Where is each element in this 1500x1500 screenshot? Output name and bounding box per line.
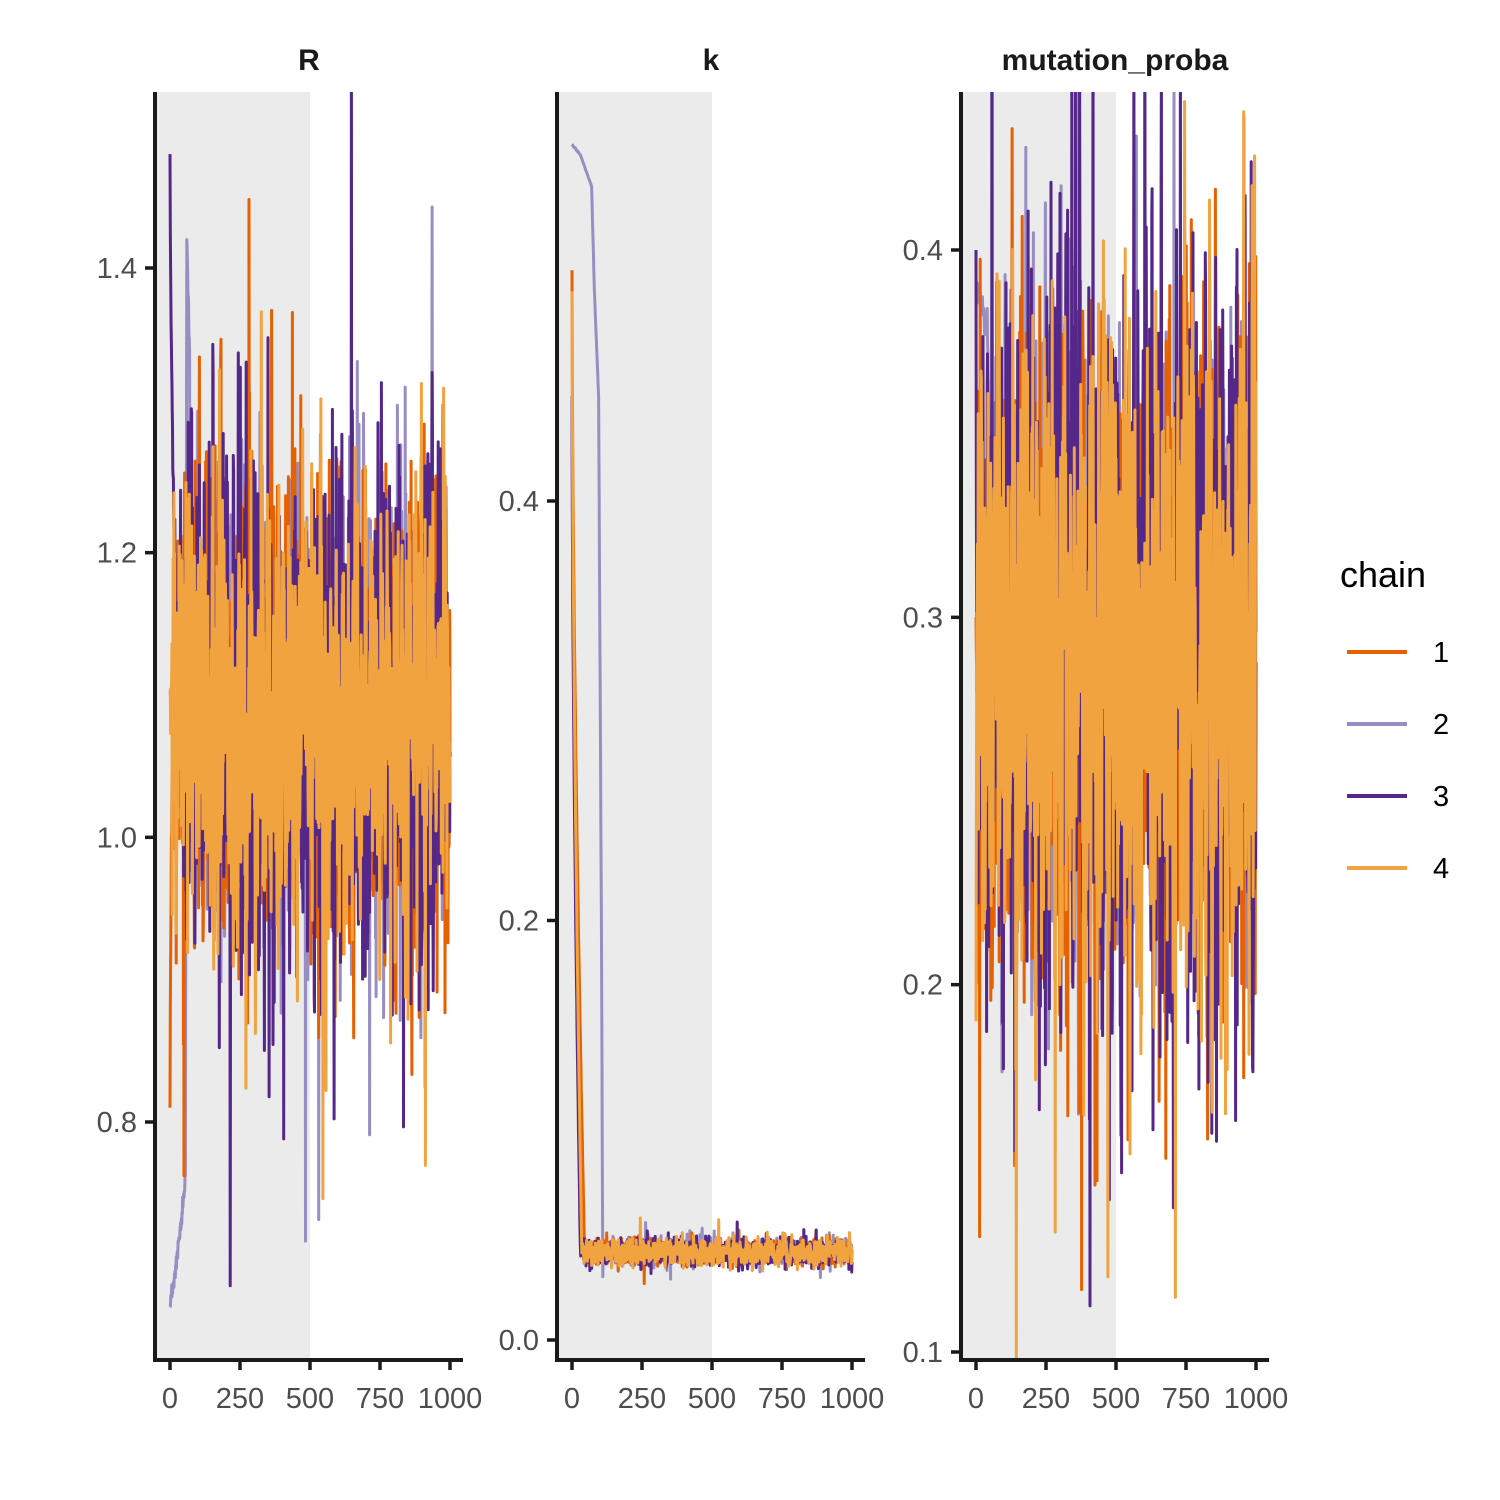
y-tick-label: 0.2 [903, 970, 943, 1002]
facet-title: R [298, 44, 320, 77]
warmup-region-1 [559, 92, 712, 1360]
x-tick-label: 0 [968, 1383, 984, 1415]
y-tick-label: 0.3 [903, 602, 943, 634]
x-tick-label: 750 [1162, 1383, 1210, 1415]
traces-1 [570, 143, 854, 1286]
traces-2 [974, 92, 1258, 1360]
legend-label-chain-4: 4 [1433, 853, 1449, 885]
x-tick-label: 500 [286, 1383, 334, 1415]
y-tick-label: 0.1 [903, 1337, 943, 1369]
x-tick-label: 250 [618, 1383, 666, 1415]
x-tick-label: 0 [564, 1383, 580, 1415]
x-tick-label: 1000 [418, 1383, 483, 1415]
legend-label-chain-2: 2 [1433, 709, 1449, 741]
facet-panel-0: 0.8 1.0 1.2 1.4 0 250 500 750 1000 R [97, 44, 483, 1415]
x-tick-label: 250 [216, 1383, 264, 1415]
facet-panel-1: 0.0 0.2 0.4 0 250 500 750 1000 k [499, 44, 885, 1415]
x-tick-label: 500 [1092, 1383, 1140, 1415]
facet-panels: 0.8 1.0 1.2 1.4 0 250 500 750 1000 R 0.0 0.2 0.4 0 250… [97, 44, 1289, 1415]
traces-0 [168, 92, 452, 1309]
y-tick-label: 1.2 [97, 538, 137, 570]
trace-line-chain-4 [570, 291, 854, 1273]
trace-line-chain-4 [974, 100, 1258, 1360]
y-tick-label: 0.8 [97, 1107, 137, 1139]
x-tick-label: 750 [758, 1383, 806, 1415]
x-tick-label: 500 [688, 1383, 736, 1415]
facet-panel-2: 0.1 0.2 0.3 0.4 0 250 500 750 1000 mutation_proba [903, 44, 1289, 1415]
x-tick-label: 0 [162, 1383, 178, 1415]
y-tick-label: 0.2 [499, 906, 539, 938]
y-tick-label: 0.0 [499, 1325, 539, 1357]
facet-title: k [703, 44, 720, 77]
legend-label-chain-3: 3 [1433, 781, 1449, 813]
x-tick-label: 1000 [1224, 1383, 1289, 1415]
y-tick-label: 0.4 [903, 235, 943, 267]
facet-title: mutation_proba [1002, 44, 1229, 77]
x-tick-label: 250 [1022, 1383, 1070, 1415]
x-tick-label: 750 [356, 1383, 404, 1415]
trace-line-chain-4 [168, 310, 452, 1201]
y-tick-label: 0.4 [499, 486, 539, 518]
y-tick-label: 1.4 [97, 253, 137, 285]
legend-title: chain [1340, 554, 1426, 595]
x-tick-label: 1000 [820, 1383, 885, 1415]
legend-label-chain-1: 1 [1433, 637, 1449, 669]
y-tick-label: 1.0 [97, 822, 137, 854]
chain-legend: chain 1 2 3 4 [1340, 554, 1449, 885]
